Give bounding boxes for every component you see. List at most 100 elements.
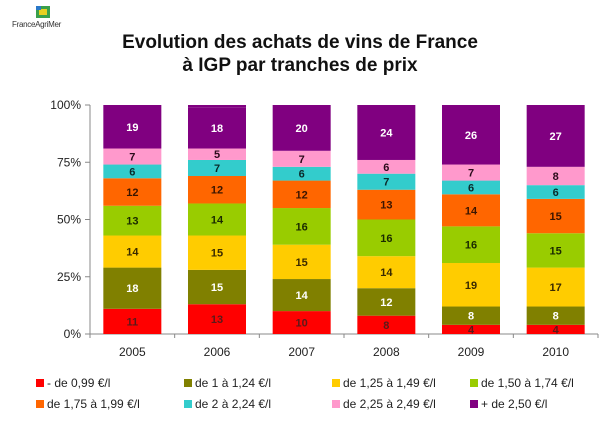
data-label: 12 xyxy=(211,185,223,197)
data-label: 11 xyxy=(127,316,139,328)
data-label: 15 xyxy=(211,282,223,294)
data-label: 12 xyxy=(380,297,392,309)
bar-segment xyxy=(103,148,162,165)
data-label: 6 xyxy=(553,187,559,199)
bar-segment xyxy=(188,175,246,204)
data-label: 24 xyxy=(380,127,393,139)
data-label: 13 xyxy=(380,200,392,212)
bar-segment xyxy=(272,105,331,151)
bar-segment xyxy=(272,166,331,181)
legend-swatch xyxy=(332,400,340,408)
bar-segment xyxy=(103,178,162,206)
legend-item: de 1,25 à 1,49 €/l xyxy=(332,376,436,390)
legend-label: de 2 à 2,24 €/l xyxy=(195,397,272,411)
bar-segment xyxy=(526,185,585,199)
x-tick-label: 2008 xyxy=(373,345,400,359)
bar-segment xyxy=(188,107,246,149)
legend-swatch xyxy=(470,379,478,387)
y-tick-label: 100% xyxy=(50,98,81,112)
data-label: 14 xyxy=(465,205,478,217)
logo-text: FranceAgriMer xyxy=(12,20,62,29)
x-tick-label: 2005 xyxy=(119,345,146,359)
data-label: 10 xyxy=(296,318,308,330)
legend-item: - de 0,99 €/l xyxy=(36,376,110,390)
legend-item: de 1 à 1,24 €/l xyxy=(184,376,271,390)
data-label: 20 xyxy=(296,123,308,135)
bar-segment xyxy=(103,235,162,268)
y-tick-label: 50% xyxy=(57,213,81,227)
bar-segment xyxy=(442,306,500,325)
y-tick-label: 25% xyxy=(57,270,81,284)
legend-label: de 1,25 à 1,49 €/l xyxy=(343,376,436,390)
legend-item: + de 2,50 €/l xyxy=(470,397,547,411)
bar-segment xyxy=(442,226,500,264)
legend-swatch xyxy=(332,379,340,387)
chart-title-line-2: à IGP par tranches de prix xyxy=(182,55,418,76)
legend-item: de 1,75 à 1,99 €/l xyxy=(36,397,140,411)
data-label: 8 xyxy=(468,311,474,323)
bar-segment xyxy=(188,203,246,236)
bar-segment xyxy=(526,105,585,167)
data-label: 7 xyxy=(129,152,135,164)
bar-segment xyxy=(357,219,416,257)
bar-segment xyxy=(526,267,585,307)
y-tick-label: 75% xyxy=(57,155,81,169)
data-label: 6 xyxy=(129,166,135,178)
x-tick-label: 2007 xyxy=(288,345,315,359)
data-label: 13 xyxy=(126,216,138,228)
data-label: 12 xyxy=(296,189,308,201)
stacked-bar-chart: 0% 25% 50% 75% 100% 11 18 14 13 12 6 7 19 2005 13 15 15 1… xyxy=(50,98,599,359)
data-label: 14 xyxy=(380,267,393,279)
data-label: 15 xyxy=(211,248,223,260)
legend-swatch xyxy=(184,379,192,387)
legend-label: de 1,75 à 1,99 €/l xyxy=(47,397,140,411)
data-label: 26 xyxy=(465,130,477,142)
bar-segment xyxy=(272,311,331,334)
bar-segment xyxy=(357,189,416,220)
bar-segment xyxy=(526,233,585,268)
legend-label: + de 2,50 €/l xyxy=(481,397,548,411)
data-label: 4 xyxy=(468,324,475,336)
bar-segment xyxy=(357,315,416,334)
bar-segment xyxy=(272,150,331,167)
y-tick-label: 0% xyxy=(64,327,82,341)
legend-item: de 1,50 à 1,74 €/l xyxy=(470,376,574,390)
bar-segment xyxy=(272,208,331,245)
franceagrimer-logo: FranceAgriMer xyxy=(6,6,66,32)
legend-swatch xyxy=(36,400,44,408)
legend-item: de 2 à 2,24 €/l xyxy=(184,397,271,411)
data-label: 19 xyxy=(126,122,138,134)
data-label: 12 xyxy=(126,187,138,199)
data-label: 7 xyxy=(299,154,305,166)
legend-label: de 2,25 à 2,49 €/l xyxy=(343,397,436,411)
data-label: 16 xyxy=(380,233,392,245)
bar-segment xyxy=(357,173,416,190)
chart-title: Evolution des achats de vins de France à… xyxy=(0,31,600,77)
data-label: 27 xyxy=(550,131,562,143)
bar-segment xyxy=(188,269,246,305)
bar-segment xyxy=(357,159,416,174)
data-label: 14 xyxy=(211,215,224,227)
x-tick-label: 2006 xyxy=(204,345,231,359)
legend-swatch xyxy=(470,400,478,408)
data-label: 4 xyxy=(553,324,560,336)
bar-segment xyxy=(357,288,416,316)
legend-label: - de 0,99 €/l xyxy=(47,376,111,390)
bar-segment xyxy=(188,235,246,270)
bar-segment xyxy=(272,244,331,280)
bar-segment xyxy=(103,267,162,309)
bar-segment xyxy=(272,180,331,209)
logo-mark-icon xyxy=(36,6,50,18)
chart-title-line-1: Evolution des achats de vins de France xyxy=(122,32,478,53)
bar-segment xyxy=(103,205,162,236)
bar-segment xyxy=(272,279,331,312)
bar-segment xyxy=(442,180,500,195)
data-label: 6 xyxy=(383,162,389,174)
bar-segment xyxy=(442,324,500,334)
bar-segment xyxy=(103,164,162,179)
data-label: 18 xyxy=(126,283,138,295)
bar-segment xyxy=(357,256,416,289)
x-tick-label: 2009 xyxy=(458,345,485,359)
data-label: 13 xyxy=(211,314,223,326)
bar-segment xyxy=(526,306,585,325)
